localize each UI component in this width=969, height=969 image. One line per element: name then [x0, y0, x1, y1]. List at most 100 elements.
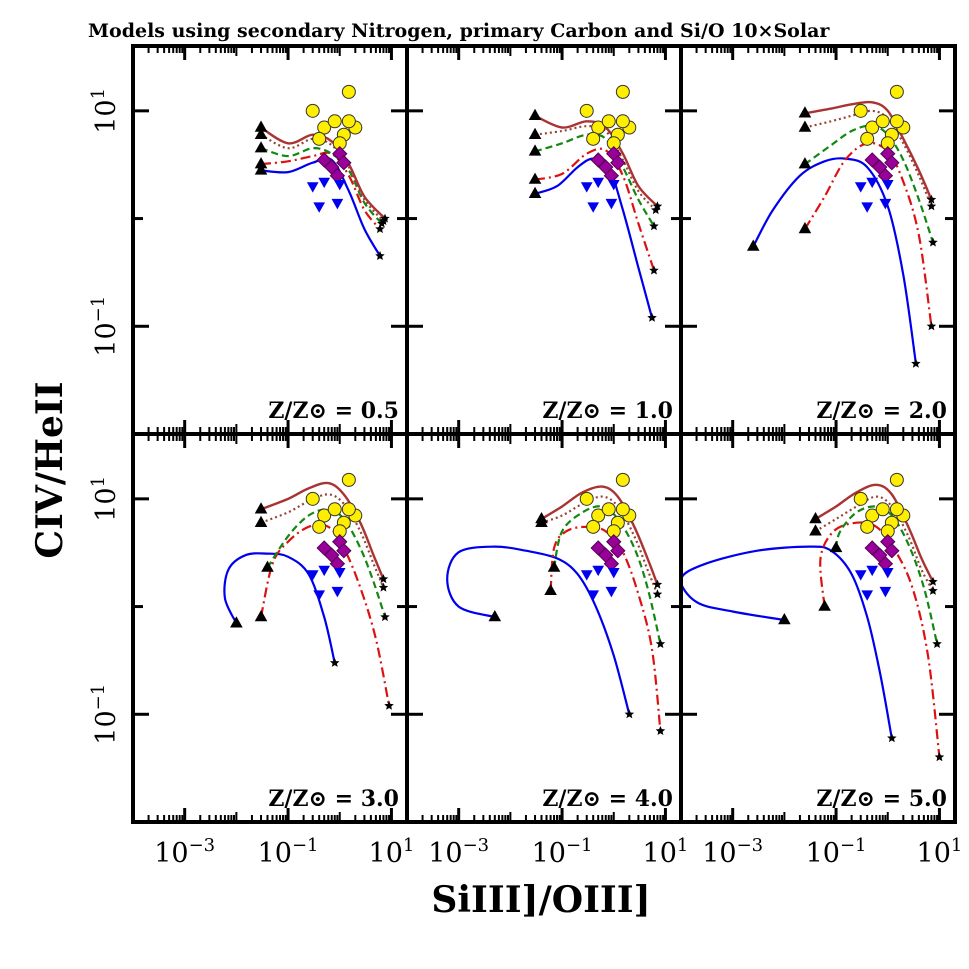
model-end-star: [649, 221, 659, 231]
panel-metallicity-label: Z/Z⊙ = 3.0: [268, 786, 399, 812]
model-start-triangle: [528, 144, 542, 156]
figure-title: Models using secondary Nitrogen, primary…: [88, 20, 830, 42]
y-tick-label: 10−1: [88, 296, 122, 357]
observed-circle: [586, 131, 601, 146]
panel-ticks: [132, 46, 408, 436]
model-start-triangle: [798, 120, 812, 132]
model-curve-green: [260, 147, 383, 225]
model-start-triangle: [798, 106, 812, 118]
panel-plot-area: [746, 84, 938, 368]
observed-circle: [327, 114, 342, 129]
model-start-triangle: [254, 610, 268, 622]
model-curve-red: [260, 151, 381, 230]
model-start-triangle: [254, 502, 268, 514]
model-end-star: [887, 733, 897, 743]
model-end-star: [655, 726, 666, 735]
panel-ticks: [680, 434, 956, 824]
model-end-star: [375, 250, 385, 260]
model-end-star: [932, 638, 942, 648]
model-end-star: [911, 358, 921, 368]
panel-1.0: Z/Z⊙ = 1.0: [405, 44, 683, 436]
model-curve-brown-dotted: [260, 493, 385, 589]
panel-frame: [405, 432, 683, 824]
x-axis-label: SiIII]/OIII]: [431, 879, 650, 921]
model-start-triangle: [488, 610, 502, 622]
model-end-star: [384, 700, 394, 710]
model-end-star: [652, 201, 663, 211]
observed-triangle-down: [333, 567, 346, 579]
model-curve-brown: [804, 100, 933, 201]
observed-circle: [341, 502, 356, 517]
model-start-triangle: [528, 186, 542, 198]
model-end-star: [926, 194, 937, 204]
model-end-star: [378, 574, 389, 584]
observed-diamond: [336, 155, 352, 171]
y-axis-label: CIV/HeII: [29, 381, 71, 558]
observed-triangle-down: [881, 567, 894, 579]
observed-circle: [875, 114, 890, 129]
model-curve-brown: [260, 481, 385, 580]
model-start-triangle: [829, 540, 843, 553]
panel-5.0: Z/Z⊙ = 5.0 10−3 10−1 101: [679, 432, 963, 869]
model-end-star: [926, 201, 937, 211]
model-curve-red: [819, 521, 941, 758]
observed-diamond: [316, 540, 332, 556]
observed-diamond: [336, 543, 352, 559]
panel-ticks: [406, 434, 682, 824]
observed-circle: [853, 103, 868, 118]
observed-triangle-down: [607, 567, 620, 579]
panel-frame: [131, 44, 409, 436]
observed-circle: [579, 103, 594, 118]
observed-circle: [860, 519, 875, 534]
observed-triangle-down: [861, 590, 874, 601]
model-start-triangle: [798, 222, 812, 234]
observed-circle: [305, 103, 320, 118]
panel-frame: [679, 44, 957, 436]
x-tick-label: 10−1: [532, 835, 593, 869]
panel-plot-area: [223, 472, 394, 710]
panel-plot-area: [446, 472, 666, 735]
model-start-triangle: [809, 512, 822, 524]
observed-circle: [875, 502, 890, 517]
x-tick-label: 10−1: [806, 835, 867, 869]
observed-triangle-down: [587, 202, 600, 213]
model-end-star: [380, 612, 390, 622]
model-start-triangle: [746, 239, 760, 251]
model-curve-brown: [540, 485, 659, 586]
model-end-star: [928, 576, 938, 586]
observed-triangle-down: [866, 565, 879, 577]
panel-metallicity-label: Z/Z⊙ = 5.0: [816, 786, 947, 812]
observed-triangle-down: [592, 177, 605, 189]
x-tick-label: 10−3: [702, 835, 763, 869]
observed-circle: [615, 114, 630, 129]
observed-circle: [579, 491, 594, 506]
model-curve-brown-dotted: [814, 495, 934, 592]
y-tick-label: 101: [88, 88, 122, 134]
observed-triangle-down: [861, 202, 874, 213]
panel-0.5: Z/Z⊙ = 0.5 101 10−1: [88, 44, 409, 436]
model-start-triangle: [818, 599, 831, 611]
model-start-triangle: [528, 108, 542, 120]
panels-grid: Z/Z⊙ = 0.5 101 10−1 Z/Z⊙ = 1.0 Z/Z⊙ = 2.0 Z/Z…: [88, 44, 963, 869]
model-end-star: [928, 585, 938, 595]
panel-frame: [405, 44, 683, 436]
observed-diamond: [864, 152, 880, 168]
panel-metallicity-label: Z/Z⊙ = 2.0: [816, 398, 947, 424]
model-start-triangle: [544, 583, 557, 596]
x-tick-label: 10−3: [428, 835, 489, 869]
model-start-triangle: [261, 560, 274, 572]
model-end-star: [928, 237, 938, 247]
observed-diamond: [610, 543, 626, 559]
observed-triangle-down: [306, 182, 319, 193]
observed-circle: [889, 84, 904, 99]
panel-frame: [131, 432, 409, 824]
panel-frame: [679, 432, 957, 824]
x-tick-label: 101: [917, 835, 963, 869]
model-curve-blue: [446, 545, 631, 715]
model-start-triangle: [528, 172, 542, 184]
observed-diamond: [884, 155, 900, 171]
observed-diamond: [590, 152, 606, 168]
model-start-triangle: [535, 512, 548, 524]
x-tick-label: 10−3: [154, 835, 215, 869]
observed-circle: [889, 472, 904, 487]
